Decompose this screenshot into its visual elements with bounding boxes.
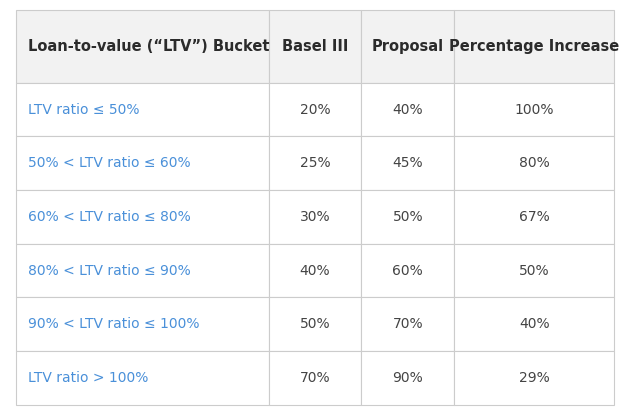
Bar bbox=[454, 297, 614, 351]
Text: Loan-to-value (“LTV”) Bucket: Loan-to-value (“LTV”) Bucket bbox=[28, 39, 270, 54]
Bar bbox=[16, 83, 268, 137]
Text: 100%: 100% bbox=[515, 103, 554, 117]
Text: 90% < LTV ratio ≤ 100%: 90% < LTV ratio ≤ 100% bbox=[28, 317, 200, 331]
Bar bbox=[268, 351, 362, 405]
Bar bbox=[16, 351, 268, 405]
Text: 30%: 30% bbox=[300, 210, 330, 224]
Bar bbox=[454, 83, 614, 137]
Text: 60% < LTV ratio ≤ 80%: 60% < LTV ratio ≤ 80% bbox=[28, 210, 191, 224]
Text: 40%: 40% bbox=[300, 264, 330, 278]
Bar bbox=[362, 137, 454, 190]
Bar bbox=[454, 137, 614, 190]
Text: 40%: 40% bbox=[519, 317, 549, 331]
Text: 50%: 50% bbox=[519, 264, 549, 278]
Text: 80%: 80% bbox=[519, 156, 549, 170]
Text: 40%: 40% bbox=[392, 103, 423, 117]
Bar bbox=[16, 297, 268, 351]
Text: 50%: 50% bbox=[392, 210, 423, 224]
Text: 29%: 29% bbox=[519, 371, 549, 385]
Bar bbox=[362, 83, 454, 137]
Bar bbox=[268, 10, 362, 83]
Bar bbox=[268, 137, 362, 190]
Text: 25%: 25% bbox=[300, 156, 330, 170]
Text: Percentage Increase: Percentage Increase bbox=[449, 39, 619, 54]
Text: 45%: 45% bbox=[392, 156, 423, 170]
Bar bbox=[268, 244, 362, 297]
Bar bbox=[268, 83, 362, 137]
Bar bbox=[268, 190, 362, 244]
Bar bbox=[268, 297, 362, 351]
Text: 70%: 70% bbox=[392, 317, 423, 331]
Text: 50%: 50% bbox=[300, 317, 330, 331]
Bar bbox=[454, 351, 614, 405]
Text: 90%: 90% bbox=[392, 371, 423, 385]
Bar bbox=[16, 190, 268, 244]
Bar bbox=[454, 244, 614, 297]
Bar bbox=[16, 137, 268, 190]
Text: LTV ratio ≤ 50%: LTV ratio ≤ 50% bbox=[28, 103, 140, 117]
Bar bbox=[362, 297, 454, 351]
Bar bbox=[362, 10, 454, 83]
Text: 50% < LTV ratio ≤ 60%: 50% < LTV ratio ≤ 60% bbox=[28, 156, 191, 170]
Text: 80% < LTV ratio ≤ 90%: 80% < LTV ratio ≤ 90% bbox=[28, 264, 191, 278]
Bar bbox=[16, 244, 268, 297]
Text: Basel III: Basel III bbox=[282, 39, 348, 54]
Bar bbox=[362, 244, 454, 297]
Text: 20%: 20% bbox=[300, 103, 330, 117]
Bar bbox=[362, 351, 454, 405]
Bar bbox=[16, 10, 268, 83]
Text: 60%: 60% bbox=[392, 264, 423, 278]
Bar bbox=[362, 190, 454, 244]
Bar bbox=[454, 10, 614, 83]
Text: 70%: 70% bbox=[300, 371, 330, 385]
Bar bbox=[454, 190, 614, 244]
Text: LTV ratio > 100%: LTV ratio > 100% bbox=[28, 371, 149, 385]
Text: 67%: 67% bbox=[519, 210, 549, 224]
Text: Proposal: Proposal bbox=[372, 39, 444, 54]
